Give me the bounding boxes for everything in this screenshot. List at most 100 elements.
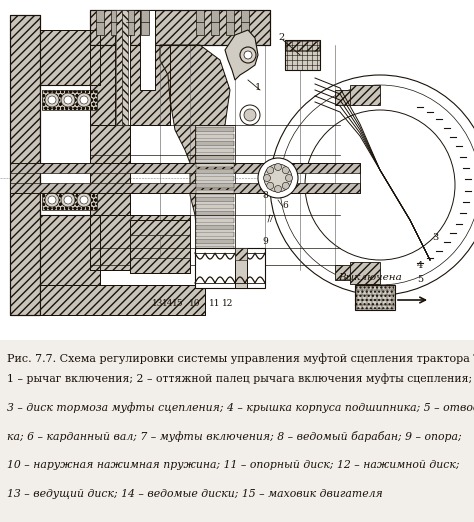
Circle shape [45,93,59,107]
Bar [90,45,170,125]
Bar [90,10,270,45]
Bar [90,215,190,270]
Bar [0,0,474,340]
Bar [42,190,97,210]
Circle shape [48,196,56,204]
Bar [90,215,190,270]
Bar [196,260,234,265]
Bar [355,285,395,310]
Circle shape [77,193,91,207]
Circle shape [274,185,282,193]
Circle shape [267,182,273,189]
Text: 2: 2 [279,33,285,42]
Bar [196,134,234,139]
Bar [196,211,234,216]
Bar [196,162,234,167]
Bar [196,253,234,258]
Text: 10 – наружная нажимная пружина; 11 – опорный диск; 12 – нажимной диск;: 10 – наружная нажимная пружина; 11 – опо… [7,460,459,470]
Bar [40,215,100,285]
Bar [40,85,100,215]
Circle shape [61,93,75,107]
Text: 1: 1 [255,84,261,92]
Bar [196,183,234,188]
Bar [241,10,249,35]
Circle shape [64,196,72,204]
Circle shape [274,163,282,171]
Text: 3: 3 [432,233,438,243]
Bar [196,197,234,202]
Bar [196,176,234,181]
Circle shape [267,167,273,174]
Circle shape [80,196,88,204]
Bar [116,10,122,125]
Circle shape [48,96,56,104]
Text: 10: 10 [189,300,201,309]
Bar [0,340,474,522]
Bar [141,10,149,35]
Circle shape [258,158,298,198]
Text: 7: 7 [267,216,273,224]
Bar [10,163,360,193]
Bar [40,30,100,85]
Bar [286,41,319,51]
Text: Рис. 7.7. Схема регулировки системы управления муфтой сцепления трактора Т-130М: Рис. 7.7. Схема регулировки системы упра… [7,353,474,364]
Circle shape [64,96,72,104]
Circle shape [45,193,59,207]
Bar [122,10,128,125]
Bar [196,169,234,174]
Bar [196,155,234,160]
Text: 1 – рычаг включения; 2 – оттяжной палец рычага включения муфты сцепления;: 1 – рычаг включения; 2 – оттяжной палец … [7,373,472,384]
Text: 3 – диск тормоза муфты сцепления; 4 – крышка корпуса подшипника; 5 – отвод-: 3 – диск тормоза муфты сцепления; 4 – кр… [7,402,474,413]
Bar [130,258,190,273]
Bar [196,141,234,146]
Bar [196,218,234,223]
Polygon shape [225,30,258,80]
Bar [40,30,100,85]
Circle shape [240,105,260,125]
Bar [115,10,130,125]
Text: 14: 14 [162,300,174,309]
Bar [196,239,234,244]
Bar [335,265,355,280]
Circle shape [77,93,91,107]
Polygon shape [160,45,230,270]
Text: 11: 11 [209,300,221,309]
Bar [90,125,130,215]
Bar [211,10,219,35]
Text: Выключена: Выключена [338,274,402,282]
Circle shape [240,47,256,63]
Circle shape [264,174,271,182]
Bar [10,15,40,315]
Text: 6: 6 [282,200,288,209]
Bar [40,285,205,315]
Bar [356,286,394,309]
Bar [196,148,234,153]
Circle shape [264,164,292,192]
Circle shape [283,167,289,174]
Text: 12: 12 [222,300,234,309]
Bar [196,190,234,195]
Bar [96,10,104,35]
Bar [196,225,234,230]
Circle shape [61,193,75,207]
Text: 5: 5 [417,276,423,284]
Circle shape [244,109,256,121]
Bar [130,220,190,273]
Bar [350,85,380,105]
Bar [130,220,190,235]
Bar [90,125,130,215]
Circle shape [283,182,289,189]
Text: 13 – ведущий диск; 14 – ведомые диски; 15 – маховик двигателя: 13 – ведущий диск; 14 – ведомые диски; 1… [7,489,383,499]
Bar [40,215,100,285]
Bar [285,40,320,70]
Bar [235,248,247,260]
Text: 8: 8 [262,191,268,199]
Bar [140,10,155,90]
Bar [111,10,119,35]
Bar [126,10,134,35]
Bar [42,90,97,110]
Bar [350,262,380,284]
Text: 13: 13 [152,300,164,309]
Bar [195,248,265,288]
Bar [10,183,360,193]
